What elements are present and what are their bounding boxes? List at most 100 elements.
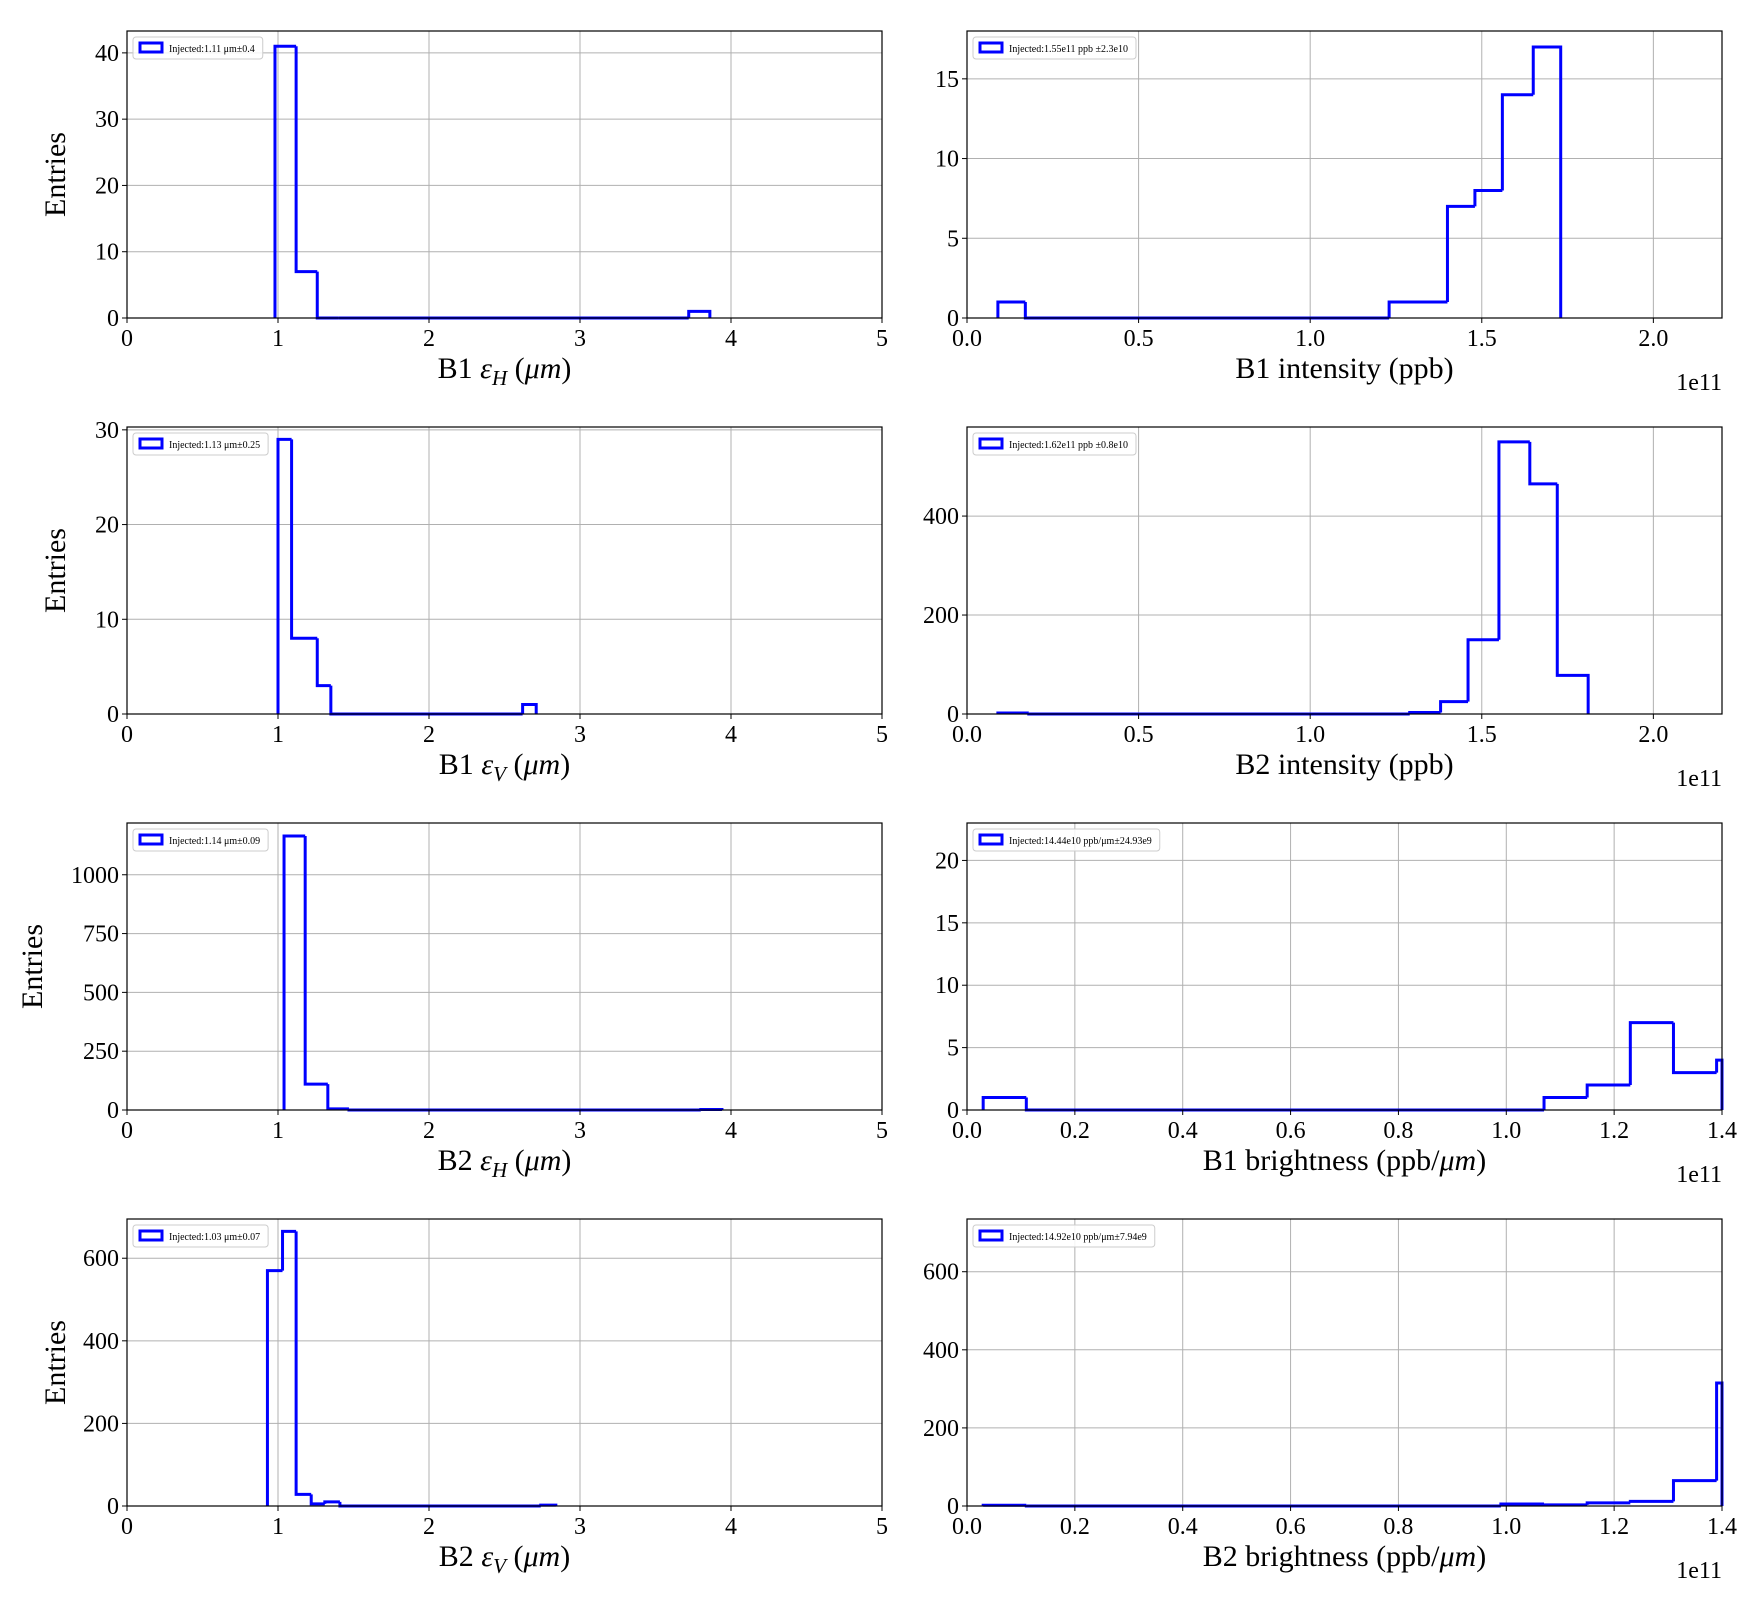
x-axis-label: B1 εH (μm) <box>438 352 572 390</box>
x-tick-label: 3 <box>574 1118 586 1144</box>
y-tick-label: 5 <box>947 1036 959 1062</box>
legend-swatch <box>978 1229 1004 1242</box>
histogram-bin <box>1497 440 1530 640</box>
x-tick-label: 3 <box>574 1514 586 1540</box>
y-tick-label: 400 <box>83 1329 119 1355</box>
histogram-bin <box>290 439 318 640</box>
histogram-bin <box>1585 1501 1631 1505</box>
panel-b1-ev: 0 1 2 3 4 5 0 10 20 30 B1 εV (μm) Entries Injected:1… <box>39 418 888 786</box>
legend-label: Injected:1.55e11 ppb ±2.3e10 <box>1009 44 1128 55</box>
histogram-bin <box>1466 638 1499 702</box>
legend-swatch <box>138 41 164 54</box>
histogram-bin <box>309 1494 325 1506</box>
x-tick-label: 1 <box>272 1118 284 1144</box>
legend: Injected:1.14 μm±0.09 <box>132 828 269 852</box>
y-tick-label: 0 <box>107 1098 119 1124</box>
legend: Injected:1.13 μm±0.25 <box>132 432 269 456</box>
y-tick-label: 40 <box>95 41 119 67</box>
panel-b2-eh: 0 1 2 3 4 5 0 250 500 750 1000 B2 εH (μm) Entries Inj… <box>16 822 888 1182</box>
legend: Injected:14.44e10 ppb/μm±24.93e9 <box>972 828 1161 852</box>
axes-frame <box>966 822 1723 1111</box>
x-tick-label: 2 <box>423 1514 435 1540</box>
histogram-bin <box>1542 1503 1588 1507</box>
panel-b2-int: 0.0 0.5 1.0 1.5 2.0 0 200 400 B2 intensity (ppb)… <box>923 426 1723 792</box>
x-tick-label: 0 <box>121 1118 133 1144</box>
x-tick-label: 1 <box>272 326 284 352</box>
legend-swatch <box>978 437 1004 450</box>
x-offset-text: 1e11 <box>1676 766 1722 792</box>
grid <box>966 823 1723 1111</box>
histogram-bin <box>1499 1502 1545 1506</box>
panel-b2-ev: 0 1 2 3 4 5 0 200 400 600 B2 εV (μm) Entries Injecte… <box>39 1218 888 1578</box>
y-tick-label: 10 <box>935 147 959 173</box>
x-tick-label: 1.5 <box>1467 722 1497 748</box>
axes-frame <box>126 426 883 715</box>
x-tick-label: 1.0 <box>1295 722 1325 748</box>
legend: Injected:14.92e10 ppb/μm±7.94e9 <box>972 1224 1156 1248</box>
histogram-bin <box>1445 204 1475 303</box>
x-tick-label: 0 <box>121 722 133 748</box>
histogram-bin <box>687 309 712 318</box>
y-tick-label: 750 <box>83 922 119 948</box>
histogram-series <box>282 834 724 1112</box>
histogram-bin <box>329 685 523 716</box>
y-tick-label: 15 <box>935 67 959 93</box>
legend-label: Injected:1.03 μm±0.07 <box>169 1232 260 1243</box>
histogram-series <box>265 1229 558 1508</box>
y-tick-label: 1000 <box>71 863 119 889</box>
x-tick-label: 5 <box>876 326 888 352</box>
histogram-series <box>996 440 1590 716</box>
x-tick-label: 0.5 <box>1124 722 1154 748</box>
panel-b1-int: 0.0 0.5 1.0 1.5 2.0 0 5 10 15 B1 intensity (ppb) 1… <box>935 30 1723 396</box>
x-tick-label: 1.4 <box>1707 1118 1737 1144</box>
x-axis-label: B2 εH (μm) <box>438 1144 572 1182</box>
histogram-series <box>273 44 712 320</box>
x-tick-label: 0.8 <box>1383 1118 1413 1144</box>
legend-box <box>972 36 1137 60</box>
x-tick-label: 1.4 <box>1707 1514 1737 1540</box>
y-tick-label: 0 <box>947 1098 959 1124</box>
histogram-bin <box>265 1269 283 1506</box>
histogram-bin <box>282 834 306 1110</box>
x-offset-text: 1e11 <box>1676 1162 1722 1188</box>
x-axis-label: B2 intensity (ppb) <box>1235 748 1453 781</box>
legend: Injected:1.62e11 ppb ±0.8e10 <box>972 432 1137 456</box>
x-tick-label: 0.4 <box>1168 1514 1198 1540</box>
histogram-bin <box>981 1096 1027 1110</box>
x-tick-label: 1.2 <box>1599 1514 1629 1540</box>
histogram-bin <box>323 1500 340 1504</box>
x-tick-label: 4 <box>725 722 737 748</box>
x-tick-label: 1.0 <box>1295 326 1325 352</box>
x-offset-text: 1e11 <box>1676 1558 1722 1584</box>
y-tick-label: 0 <box>107 1494 119 1520</box>
x-tick-label: 2.0 <box>1638 722 1668 748</box>
y-axis-label: Entries <box>39 528 72 613</box>
axes-frame <box>966 426 1723 715</box>
legend-label: Injected:1.13 μm±0.25 <box>169 440 260 451</box>
y-axis-label: Entries <box>16 924 49 1009</box>
x-axis-label: B1 brightness (ppb/μm) <box>1203 1144 1486 1177</box>
x-tick-label: 0.0 <box>952 1514 982 1540</box>
histogram-bin <box>1628 1499 1674 1503</box>
y-tick-label: 0 <box>947 306 959 332</box>
x-tick-label: 0.2 <box>1060 1118 1090 1144</box>
x-tick-label: 4 <box>725 1118 737 1144</box>
x-tick-label: 3 <box>574 326 586 352</box>
histogram-bin <box>1542 1096 1588 1110</box>
histogram-bin <box>1671 1022 1717 1075</box>
y-tick-label: 10 <box>95 240 119 266</box>
histogram-bin <box>1023 302 1390 320</box>
legend-box <box>972 432 1137 456</box>
grid <box>126 823 883 1111</box>
histogram-bin <box>996 300 1026 318</box>
legend-box <box>972 828 1161 852</box>
legend-label: Injected:1.11 μm±0.4 <box>169 44 255 55</box>
histogram-bin <box>315 271 339 320</box>
histogram-bin <box>315 638 331 688</box>
x-tick-label: 0.5 <box>1124 326 1154 352</box>
axes-frame <box>966 1218 1723 1507</box>
histogram-series <box>981 1021 1724 1112</box>
histogram-bin <box>1500 93 1534 191</box>
x-tick-label: 0 <box>121 1514 133 1540</box>
